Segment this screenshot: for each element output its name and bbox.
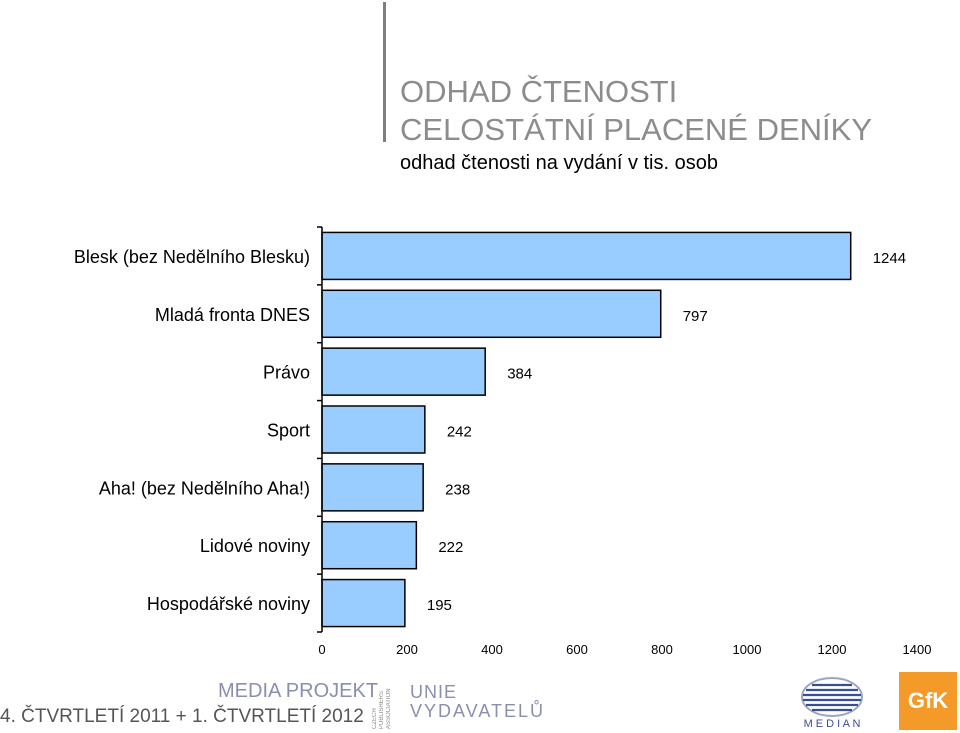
category-label: Blesk (bez Nedělního Blesku) <box>74 247 310 267</box>
x-tick-label: 1400 <box>903 642 932 657</box>
period-label: 4. ČTVRTLETÍ 2011 + 1. ČTVRTLETÍ 2012 <box>0 706 364 727</box>
bar <box>321 463 424 512</box>
category-label: Hospodářské noviny <box>147 594 310 614</box>
data-label: 242 <box>447 424 472 441</box>
data-label: 238 <box>445 481 470 498</box>
data-label: 1244 <box>873 250 906 267</box>
gfk-logo: GfK <box>899 672 957 730</box>
data-label: 384 <box>507 366 532 383</box>
x-tick-label: 1200 <box>818 642 847 657</box>
x-tick-label: 400 <box>481 642 503 657</box>
title-accent-bar <box>383 2 386 142</box>
x-tick-label: 0 <box>318 642 325 657</box>
median-logo: M E D I A N <box>801 677 863 730</box>
data-label: 797 <box>683 308 708 325</box>
unie-vydavatelu-logo: UNIE VYDAVATELŮ <box>410 682 545 722</box>
category-label: Sport <box>267 421 310 441</box>
x-tick-label: 1000 <box>733 642 762 657</box>
bar <box>321 405 426 454</box>
vydavatelu-label: VYDAVATELŮ <box>410 701 546 721</box>
x-tick-label: 200 <box>396 642 418 657</box>
cpa-text-3: ASSOCIATION <box>386 688 392 729</box>
chart-title-line2: CELOSTÁTNÍ PLACENÉ DENÍKY <box>400 112 873 147</box>
media-projekt-logo: MEDIA PROJEKT <box>218 680 379 702</box>
category-label: Právo <box>263 363 310 383</box>
bar <box>321 231 852 281</box>
bar <box>321 520 418 570</box>
bar <box>321 347 486 396</box>
median-label: M E D I A N <box>804 718 861 730</box>
bar-chart: Blesk (bez Nedělního Blesku) 1244 Mladá fr… <box>74 226 932 657</box>
x-tick-label: 800 <box>651 642 673 657</box>
cpa-text-1: CZECH <box>372 708 378 729</box>
category-label: Aha! (bez Nedělního Aha!) <box>99 478 310 498</box>
bar <box>321 289 662 339</box>
data-label: 195 <box>427 597 452 614</box>
x-tick-label: 600 <box>566 642 588 657</box>
cpa-text-2: PUBLISHERS <box>379 690 385 729</box>
bar <box>321 578 406 628</box>
category-label: Lidové noviny <box>200 536 310 556</box>
czech-publishers-association-logo: CZECH PUBLISHERS ASSOCIATION <box>372 683 406 729</box>
chart-subtitle: odhad čtenosti na vydání v tis. osob <box>400 152 718 174</box>
chart-title-line1: ODHAD ČTENOSTI <box>400 74 678 109</box>
category-label: Mladá fronta DNES <box>155 305 310 325</box>
data-label: 222 <box>438 539 463 556</box>
unie-label: UNIE <box>410 682 458 702</box>
